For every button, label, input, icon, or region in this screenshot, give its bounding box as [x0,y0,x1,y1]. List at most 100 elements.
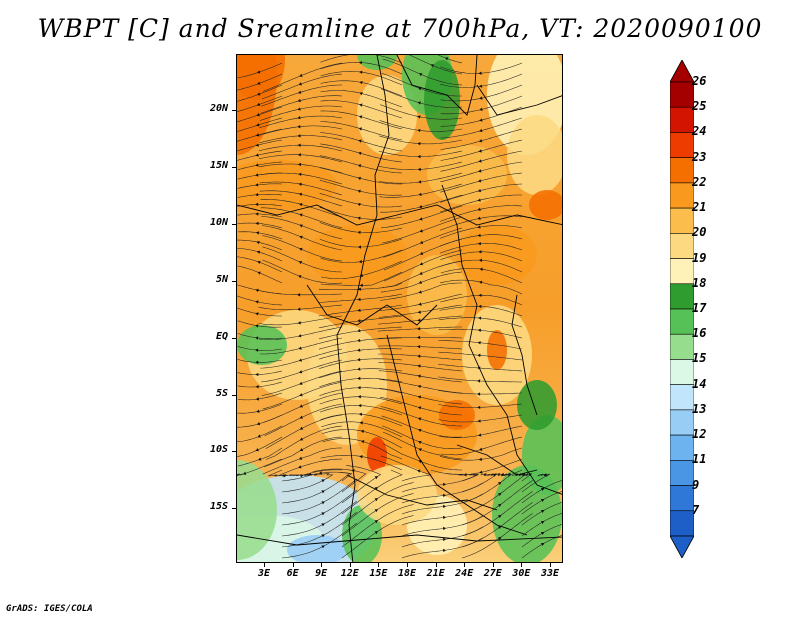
streamline-arrow [299,73,303,77]
streamline-arrow [497,514,502,519]
streamline-arrow [478,433,482,437]
streamline-arrow [256,70,261,74]
streamline-arrow [357,395,361,399]
streamline-arrow [255,348,259,352]
streamline-arrow [442,537,447,542]
streamline-arrow [298,358,303,362]
streamline-arrow [357,338,361,343]
streamline-arrow [479,128,483,133]
streamline-arrow [359,421,363,425]
wbpt-contour-region [342,505,382,562]
streamline-arrow [442,504,447,509]
streamline-arrow [297,134,301,138]
streamline [237,392,283,401]
streamline-arrow [540,499,545,502]
streamline-arrow [419,240,424,244]
streamline-arrow [255,212,259,216]
wbpt-contour-region [507,115,562,195]
streamline-arrow [357,358,361,362]
streamline-arrow [374,498,379,502]
streamline-arrow [479,118,483,122]
streamline-arrow [297,124,301,129]
streamline-arrow [256,409,260,413]
streamline-arrow [298,275,302,279]
streamline-arrow [540,521,545,524]
streamline-arrow [478,71,482,75]
streamline-arrow [374,520,379,524]
colorbar-swatch [669,409,695,436]
colorbar-swatch [669,283,695,310]
streamline-arrow [357,287,361,291]
streamline-arrow [321,534,325,538]
colorbar-label: 13 [692,401,707,416]
colorbar-swatch [669,308,695,335]
streamline-arrow [297,143,301,147]
streamline-arrow [357,245,362,249]
wbpt-map [237,55,562,562]
colorbar-swatch [669,510,695,537]
map-plot[interactable] [236,54,563,563]
streamline-arrow [478,250,482,254]
streamline [237,183,283,189]
streamline [237,194,283,198]
streamline-arrow [477,241,482,246]
lat-tick [232,395,237,396]
streamline-arrow [478,149,482,153]
streamline-arrow [297,321,301,325]
streamline-arrow [321,501,325,505]
streamline-arrow [255,231,260,235]
streamline-arrow [298,261,303,265]
streamline-arrow [497,536,502,541]
colorbar-swatch [669,485,695,512]
streamline-arrow [417,101,421,105]
streamline-arrow [419,251,424,255]
colorbar-swatch [669,81,695,108]
streamline-arrow [479,267,483,271]
wbpt-contour-region [237,325,287,365]
streamline-arrow [299,235,303,239]
streamline-arrow [256,123,260,127]
wbpt-contour-region [307,225,407,285]
streamline-arrow [298,465,302,469]
streamline-arrow [360,440,365,444]
streamline-arrow [297,162,302,167]
streamline-arrow [477,198,481,202]
streamline-arrow [255,336,259,340]
streamline-arrow [298,346,302,350]
streamline-arrow [299,213,303,217]
streamline-arrow [258,457,262,461]
lat-label: EQ [215,331,228,342]
lon-label: 9E [315,568,328,579]
streamline-arrow [297,90,302,94]
colorbar-label: 26 [692,74,707,88]
lat-label: 15N [209,160,228,171]
streamline-arrow [418,440,422,445]
streamline-arrow [299,448,304,452]
streamline-arrow [256,421,261,426]
streamline-arrow [358,403,362,408]
lon-label: 33E [540,568,560,579]
lon-label: 24E [455,568,474,579]
colorbar-swatch [669,106,695,133]
streamline-arrow [478,447,483,451]
streamline-arrow [299,247,303,251]
colorbar-label: 14 [692,376,707,391]
colorbar [669,59,695,562]
streamline-arrow [357,230,361,235]
streamline-arrow [299,381,303,385]
wbpt-contour-region [237,460,277,560]
streamline-arrow [477,188,482,193]
streamline-arrow [257,81,261,85]
lon-tick [378,563,380,567]
streamline-arrow [256,240,260,245]
streamline [237,333,283,339]
streamline-arrow [478,139,483,143]
colorbar-label: 20 [692,225,707,240]
streamline [237,320,283,328]
streamline-arrow [321,479,325,483]
streamline-arrow [255,202,259,207]
streamline [237,161,283,170]
streamline-arrow [299,224,303,228]
colorbar-swatch [669,182,695,209]
streamline-arrow [297,98,301,103]
